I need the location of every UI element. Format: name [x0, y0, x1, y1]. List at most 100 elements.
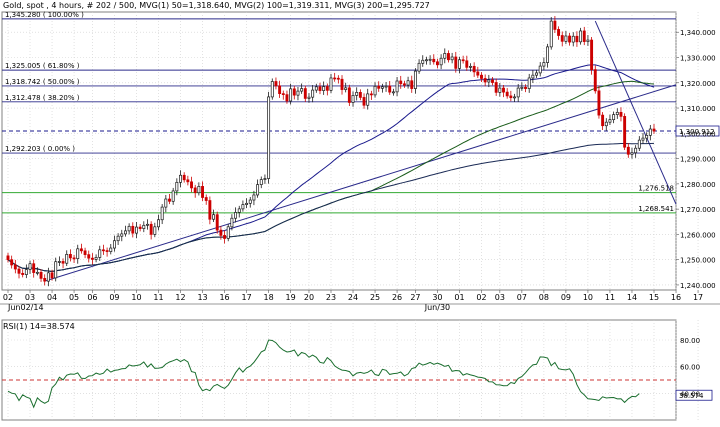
rsi-value-tag — [675, 389, 713, 401]
rsi-value-label: 38.574 — [679, 392, 704, 400]
candle-body — [223, 235, 227, 239]
time-axis-label: 03 — [25, 293, 35, 302]
time-axis-label: 01 — [454, 293, 464, 302]
time-axis-label: 06 — [87, 293, 97, 302]
candle-body — [443, 53, 447, 59]
candle-body — [358, 92, 362, 98]
candle-body — [513, 96, 516, 99]
candle-body — [648, 128, 652, 136]
candle-body — [171, 190, 175, 202]
candle-body — [46, 272, 50, 282]
candle-body — [355, 92, 359, 96]
candle-body — [502, 87, 505, 93]
candle-body — [347, 87, 351, 103]
price-axis-label: 1,310.000 — [680, 105, 716, 113]
candle-body — [190, 181, 193, 189]
candle-body — [57, 261, 61, 263]
candle-body — [458, 59, 461, 69]
candle-body — [245, 202, 249, 205]
fibonacci-label: 1,318.742 ( 50.00% ) — [5, 78, 80, 86]
month-label: Jun/30 — [424, 303, 450, 312]
candle-body — [531, 74, 535, 79]
candle-body — [641, 137, 645, 141]
candle-body — [10, 259, 14, 266]
time-axis-label: 27 — [410, 293, 420, 302]
candle-body — [307, 96, 311, 99]
candle-body — [520, 86, 524, 89]
candle-body — [601, 114, 605, 127]
current-price-label: 1,300.912 — [679, 128, 715, 136]
time-axis-label: 07 — [517, 293, 527, 302]
time-axis-label: 12 — [175, 293, 185, 302]
candle-body — [43, 278, 47, 282]
rsi-axis-label: 80.00 — [680, 337, 700, 345]
price-axis-label: 1,260.000 — [680, 231, 716, 239]
candle-body — [116, 235, 120, 242]
candle-body — [212, 214, 215, 220]
candle-body — [623, 116, 627, 148]
candle-body — [413, 70, 417, 89]
candle-body — [645, 134, 649, 139]
candle-body — [267, 96, 271, 179]
candle-body — [76, 248, 80, 260]
candle-body — [83, 250, 87, 255]
candle-body — [292, 88, 296, 96]
time-axis-label: 15 — [649, 293, 659, 302]
price-axis-label: 1,330.000 — [680, 54, 716, 62]
time-axis-label: 09 — [561, 293, 571, 302]
candle-body — [39, 271, 43, 279]
grid — [0, 11, 720, 421]
candle-body — [94, 257, 98, 260]
candle-body — [6, 255, 10, 261]
candle-body — [498, 87, 502, 93]
candle-body — [87, 254, 91, 259]
candle-body — [535, 72, 538, 76]
candle-body — [571, 35, 575, 43]
candle-body — [318, 86, 322, 91]
time-axis-label: 13 — [197, 293, 207, 302]
time-axis-label: 10 — [583, 293, 593, 302]
candle-body — [340, 78, 344, 90]
time-axis-label: 11 — [153, 293, 163, 302]
candle-body — [615, 111, 619, 115]
candle-body — [373, 85, 377, 96]
candle-body — [54, 261, 58, 279]
candle-body — [439, 57, 443, 66]
candle-body — [112, 240, 116, 249]
candle-body — [146, 223, 149, 226]
candle-body — [549, 20, 553, 48]
candle-body — [90, 257, 94, 260]
fibonacci-label: 1,292.203 ( 0.00% ) — [5, 145, 75, 153]
candle-body — [546, 46, 550, 63]
candle-body — [124, 230, 127, 235]
candle-body — [333, 77, 337, 80]
time-axis-label: 16 — [219, 293, 229, 302]
time-axis-label: 17 — [693, 293, 703, 302]
candle-body — [582, 30, 586, 42]
time-axis-label: 14 — [627, 293, 637, 302]
rsi-line — [7, 339, 640, 409]
current-price-tag — [675, 125, 720, 137]
time-axis-label: 16 — [671, 293, 681, 302]
candle-body — [303, 88, 307, 99]
candle-body — [109, 247, 113, 252]
candle-body — [175, 181, 179, 192]
candle-body — [608, 119, 612, 123]
candles — [6, 16, 656, 287]
candle-body — [24, 269, 28, 275]
candle-body — [120, 233, 124, 237]
candle-body — [524, 86, 527, 89]
candle-body — [314, 86, 318, 91]
candle-body — [179, 174, 182, 183]
candle-body — [344, 87, 348, 90]
price-axis-label: 1,340.000 — [680, 29, 716, 37]
candle-body — [652, 128, 656, 132]
candle-body — [377, 85, 381, 89]
candle-body — [366, 93, 370, 106]
candle-body — [553, 20, 557, 30]
candle-body — [410, 80, 414, 89]
candle-body — [135, 226, 138, 234]
month-label: Jun02/14 — [7, 303, 44, 312]
